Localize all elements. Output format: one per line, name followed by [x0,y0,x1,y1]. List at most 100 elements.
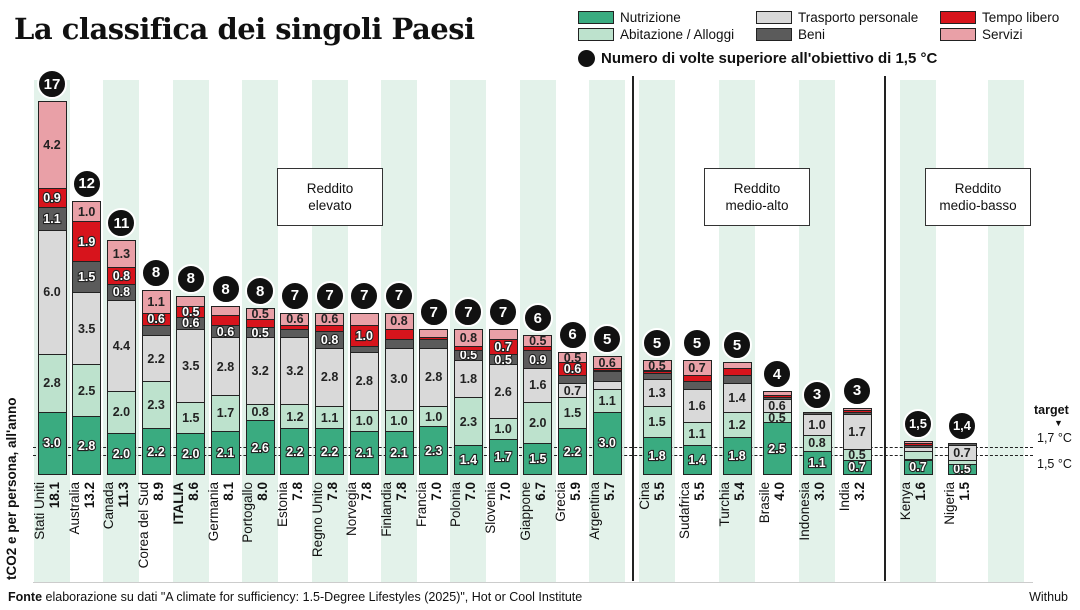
country-total: 8.1 [220,482,236,501]
country-total: 3.0 [812,482,827,501]
legend-swatch [940,11,976,24]
country-label: Sudafrica 5.5 [677,482,707,582]
data-label: 1.6 [529,378,547,393]
legend-label: Tempo libero [982,10,1060,25]
bar-segment-trasporto: 0.7 [558,382,587,399]
bar-segment-beni [349,345,379,353]
bar-segment-trasporto: 4.4 [106,300,136,393]
bar-segment-abitazione: 1.5 [558,397,587,430]
data-label: 0.6 [598,355,616,370]
bar-segment-servizi [722,362,752,370]
data-label: 1.7 [848,425,866,440]
data-label: 0.7 [493,339,513,355]
country-name: Portogallo [240,482,256,543]
country-total: 7.0 [428,482,444,501]
bar-segment-servizi [903,440,933,444]
data-label: 2.6 [250,439,270,455]
country-name: Nigeria [942,482,957,525]
multiple-badge: 1,5 [903,408,933,439]
bar-segment-tempo: 0.7 [488,339,518,355]
legend-swatch [940,28,976,41]
data-label: 0.8 [251,405,269,420]
data-label: 1.0 [77,204,96,219]
bar-segment-abitazione: 0.5 [842,447,872,462]
data-label: 0.5 [563,350,582,365]
bar-segment-nutrizione: 2.1 [384,430,414,475]
target-1-7-label: 1,7 °C [1037,431,1072,445]
country-label: Turchia 5.4 [717,482,747,582]
data-label: 1.0 [808,417,826,432]
bar-segment-abitazione: 2.0 [106,391,136,434]
multiple-badge: 6 [557,319,588,350]
footer-text: elaborazione su dati "A climate for suff… [45,590,583,604]
country-label: India 3.2 [837,482,867,582]
data-label: 2.0 [529,415,547,430]
group-divider [884,76,886,581]
country-total: 4.0 [772,482,787,501]
multiple-badge: 7 [384,280,414,311]
bar-segment-nutrizione: 1.1 [802,451,832,475]
legend-item: Beni [756,27,825,42]
footer-label: Fonte [8,590,43,604]
bar-segment-abitazione: 2.5 [72,364,102,418]
bar-segment-trasporto: 2.8 [211,337,240,397]
data-label: 0.5 [768,410,786,425]
multiple-badge: 11 [106,208,137,239]
data-label: 0.5 [529,333,547,348]
bar-segment-beni: 0.6 [211,324,240,340]
bar-segment-nutrizione: 0.7 [903,459,933,475]
legend-swatch [578,11,614,24]
bar-segment-servizi: 0.5 [245,307,275,321]
country-label: Polonia 7.0 [448,482,478,582]
bar-segment-trasporto: 1.3 [642,378,672,407]
data-label: 1.3 [112,247,131,262]
bar-segment-trasporto: 6.0 [37,229,67,355]
bar-segment-nutrizione: 0.7 [842,459,872,475]
country-name: Polonia [448,482,464,528]
bar-segment-tempo: 0.8 [106,267,136,285]
data-label: 1.1 [320,410,339,425]
data-label: 2.5 [767,441,787,457]
data-label: 0.6 [181,315,201,331]
bar-segment-abitazione [903,451,933,461]
column-background [799,80,835,583]
multiple-badge: 7 [349,280,380,311]
bar-segment-nutrizione: 1.5 [523,442,553,475]
bar-segment-trasporto: 0.7 [947,445,977,461]
country-name: Corea del Sud [136,482,152,569]
data-label: 1.6 [688,399,706,414]
country-label: Argentina 5.7 [587,482,617,582]
bar-segment-abitazione: 2.8 [37,353,67,413]
data-label: 1.0 [390,413,408,428]
country-total: 5.9 [567,482,583,501]
bar-segment-beni [802,411,832,415]
bar-segment-servizi: 0.5 [642,359,672,373]
bar-segment-abitazione: 1.2 [280,403,310,430]
data-label: 0.5 [848,447,866,462]
country-total: 8.0 [255,482,271,501]
bar-segment-servizi: 0.6 [280,312,310,326]
country-total: 6.7 [532,482,548,501]
bar-segment-nutrizione: 2.2 [141,428,171,475]
bar-segment-servizi: 0.6 [315,312,345,326]
bar-segment-servizi [211,306,240,316]
data-label: 1.8 [647,448,667,464]
bar-segment-beni: 0.5 [453,347,483,364]
legend-item: Servizi [940,27,1023,42]
data-label: 1.1 [688,427,706,442]
multiple-badge: 8 [175,263,206,294]
bar-segment-tempo: 0.6 [141,311,171,327]
data-label: 4.4 [112,339,131,354]
data-label: 0.7 [847,459,867,475]
data-label: 1.7 [216,406,235,421]
data-label: 2.3 [424,443,444,459]
page-title: La classifica dei singoli Paesi [14,12,475,46]
country-label: Kenya 1.6 [898,482,928,582]
bar-segment-servizi: 0.6 [592,355,622,370]
bar-segment-beni: 1.5 [72,260,102,293]
multiple-badge: 7 [418,297,449,328]
circle-icon [578,50,595,67]
bar-segment-abitazione: 1.0 [349,409,379,432]
country-label: Norvegia 7.8 [344,482,374,582]
data-label: 0.7 [688,360,706,375]
